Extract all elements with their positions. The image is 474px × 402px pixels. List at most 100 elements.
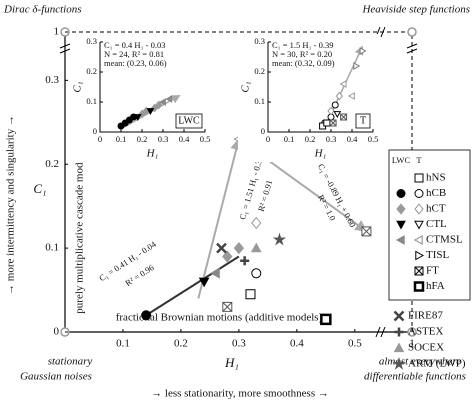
legend-marker (393, 310, 405, 322)
region-label: fractional Brownian motions (additive mo… (116, 312, 323, 324)
point (329, 119, 337, 127)
legend-marker (414, 173, 424, 183)
x-tick-label: 0.3 (158, 134, 169, 144)
legend-label: hNS (426, 172, 446, 184)
legend-label: FIRE87 (408, 310, 443, 322)
inset-y-label: C₁ (240, 81, 252, 92)
y-tick-label: 0 (54, 326, 60, 338)
point (333, 111, 342, 119)
y-axis-label: C₁ (33, 181, 46, 196)
point (158, 98, 166, 106)
point (150, 103, 159, 113)
legend-label: SOCEX (408, 342, 444, 354)
point (272, 232, 287, 246)
legend-label: FT (426, 265, 439, 277)
legend-marker (413, 281, 425, 292)
legend-marker (396, 220, 406, 230)
legend-label: hCB (426, 187, 446, 199)
x-tick-label: 0.5 (348, 338, 362, 350)
y-tick-label: 0.3 (254, 36, 265, 46)
corner-label: stationary (48, 356, 93, 368)
y-tick-label: 0 (93, 126, 97, 136)
inset-y-label: C₁ (72, 81, 84, 92)
legend-marker (396, 189, 406, 198)
axis-break (59, 26, 418, 338)
x-tick-label: 0.4 (179, 134, 190, 144)
y-tick-label: 0.1 (254, 96, 265, 106)
point (165, 95, 173, 103)
y-arrow-label: → more intermittency and singularity → (5, 115, 17, 295)
inset-plot: C₁ H₁ C₁ = 1.5 H₁ - 0.39N = 30, R² = 0.20m… (238, 34, 379, 162)
inset-stat: N = 24, R² = 0.81 (104, 49, 164, 59)
legend-marker (415, 250, 425, 261)
x-tick-label: 0.4 (347, 134, 358, 144)
inset-plot: C₁ H₁ C₁ = 0.4 H₁ - 0.03N = 24, R² = 0.81m… (70, 34, 211, 162)
inset-stat: mean: (0.32, 0.09) (272, 58, 335, 68)
point (251, 216, 262, 230)
corner-label: differentiable functions (364, 371, 466, 383)
point (250, 242, 262, 253)
legend-marker (395, 235, 405, 245)
legend-label: CTMSL (426, 234, 463, 246)
x-tick-label: 1 (409, 338, 415, 350)
legend-header: LWC (392, 155, 411, 165)
inset-label-box (355, 113, 371, 129)
inset-stat: N = 30, R² = 0.20 (272, 49, 332, 59)
inset-stat: mean: (0.23, 0.06) (104, 58, 167, 68)
point (251, 268, 262, 279)
x-tick-label: 0.2 (137, 134, 148, 144)
y-tick-label: 0.3 (45, 74, 59, 86)
point (198, 277, 210, 288)
inset-x-label: H₁ (146, 148, 159, 160)
legend-label: CTL (426, 218, 447, 230)
point (141, 310, 152, 321)
x-tick-label: 0.1 (116, 338, 130, 350)
point (353, 62, 361, 70)
x-tick-label: 0.4 (290, 338, 304, 350)
corner-label: Gaussian noises (20, 371, 92, 383)
legend-marker (414, 189, 424, 198)
legend-marker (392, 356, 406, 370)
point (138, 109, 146, 119)
inset-stat: C₁ = 1.5 H₁ - 0.39 (272, 40, 333, 50)
inset-label: T (360, 115, 366, 126)
legend-marker (393, 342, 405, 353)
corner-label: Dirac δ-functions (3, 4, 82, 16)
y-tick-label: 0.1 (86, 96, 97, 106)
point (347, 92, 355, 100)
y-tick-label: 1 (54, 26, 60, 38)
inset-x-label: H₁ (314, 148, 327, 160)
x-tick-label: 0.5 (368, 134, 379, 144)
x-tick-label: 0.1 (284, 134, 295, 144)
point (216, 242, 227, 254)
point (133, 114, 142, 122)
point (331, 101, 339, 109)
point (245, 289, 256, 300)
legend-marker (394, 327, 404, 337)
point (222, 250, 233, 263)
point (155, 100, 163, 110)
region-label-bg (96, 311, 342, 325)
point (327, 113, 335, 121)
x-tick-label: 0.2 (174, 338, 188, 350)
x-tick-label: 0.5 (200, 134, 211, 144)
inset-label-box (175, 113, 203, 129)
legend-label: ARM (LWP) (408, 358, 466, 370)
y-tick-label: 0.1 (45, 242, 59, 254)
legend-marker (414, 220, 424, 230)
inset-stat: C₁ = 0.4 H₁ - 0.03 (104, 40, 165, 50)
point (320, 313, 332, 326)
y-tick-label: 0.2 (45, 158, 59, 170)
x-tick-label: 0.3 (232, 338, 246, 350)
x-tick-label: 0 (98, 134, 102, 144)
inset-label: LWC (178, 115, 200, 126)
legend-label: hFA (426, 280, 445, 292)
x-tick-label: 0.3 (326, 134, 337, 144)
legend-header: T (416, 155, 422, 165)
corner-marker (407, 27, 417, 37)
legend-marker (413, 235, 423, 245)
x-tick-label: 0.2 (305, 134, 316, 144)
legend-marker (414, 266, 424, 276)
fit-line (197, 137, 243, 299)
point (240, 256, 250, 266)
